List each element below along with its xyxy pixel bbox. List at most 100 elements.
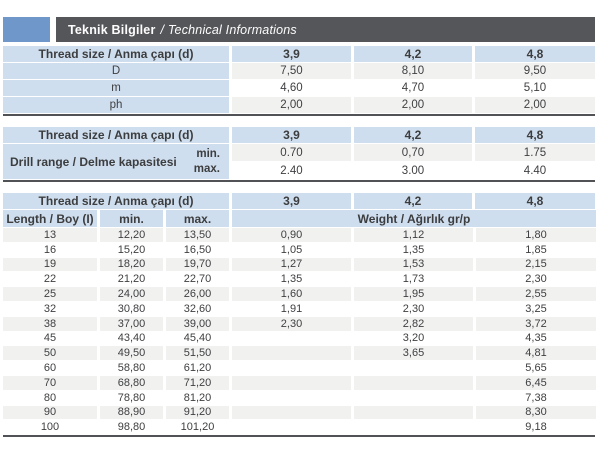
weight-4-2-cell: 3,65 bbox=[354, 346, 473, 361]
table-row: ph 2,00 2,00 2,00 bbox=[3, 97, 595, 113]
thread-size-header-row: Thread size / Anma çapı (d) 3,9 4,2 4,8 bbox=[3, 127, 595, 143]
weight-4-8-cell: 2,30 bbox=[525, 273, 547, 286]
weight-4-2-cell bbox=[354, 361, 473, 375]
min-cell: 49,50 bbox=[100, 346, 163, 361]
weight-3-9-cell: 1,35 bbox=[280, 273, 303, 286]
size-4-8-header: 4,8 bbox=[475, 127, 595, 143]
thread-size-header-row: Thread size / Anma çapı (d) 3,9 4,2 4,8 bbox=[3, 193, 595, 209]
length-weight-header-row: Length / Boy (I) min. max. Weight / Ağır… bbox=[3, 210, 596, 227]
table-row: 19 18,20 19,70 1,27 1,53 2,15 bbox=[3, 257, 596, 272]
min-cell: 88,90 bbox=[100, 405, 163, 420]
weight-4-2-cell: 2,30 bbox=[402, 302, 425, 315]
weight-3-9-cell: 1,60 bbox=[232, 287, 351, 301]
length-cell: 25 bbox=[3, 287, 97, 301]
min-cell: 21,20 bbox=[117, 273, 146, 286]
table-row: 25 24,00 26,00 1,60 1,95 2,55 bbox=[3, 287, 596, 301]
drill-range-body: Drill range / Delme kapasitesi min. max.… bbox=[3, 144, 595, 179]
min-cell: 15,20 bbox=[117, 243, 146, 256]
weight-4-2-cell: 2,82 bbox=[354, 316, 473, 331]
min-cell: 98,80 bbox=[117, 421, 146, 434]
row-label: m bbox=[3, 80, 229, 96]
value-4-2: 4,70 bbox=[401, 82, 425, 94]
thread-size-header: Thread size / Anma çapı (d) bbox=[3, 46, 229, 62]
length-cell: 100 bbox=[40, 421, 60, 434]
weight-4-2-cell: 1,35 bbox=[402, 243, 425, 256]
drill-range-label: Drill range / Delme kapasitesi bbox=[10, 154, 177, 169]
size-4-2-header: 4,2 bbox=[354, 46, 472, 62]
table-row: 38 37,00 39,00 2,30 2,82 3,72 bbox=[3, 316, 596, 331]
min-cell: 78,80 bbox=[117, 391, 146, 404]
accent-block bbox=[3, 17, 50, 42]
weight-4-8-cell: 4,35 bbox=[525, 332, 547, 345]
row-label: ph bbox=[3, 97, 229, 113]
size-3-9-header: 3,9 bbox=[232, 127, 351, 143]
drill-range-table: Thread size / Anma çapı (d) 3,9 4,2 4,8 … bbox=[3, 127, 595, 182]
max-label: max. bbox=[193, 162, 220, 175]
value-3-9: 4,60 bbox=[280, 82, 303, 94]
size-4-2-header: 4,2 bbox=[354, 193, 472, 209]
min-cell: 24,00 bbox=[100, 287, 163, 301]
table-row: 22 21,20 22,70 1,35 1,73 2,30 bbox=[3, 272, 595, 286]
weight-4-8-cell: 3,25 bbox=[525, 302, 547, 315]
max-cell: 51,50 bbox=[166, 346, 229, 361]
max-cell: 71,20 bbox=[166, 375, 229, 390]
max-cell: 16,50 bbox=[183, 243, 212, 256]
weight-4-8-cell: 1,85 bbox=[525, 243, 547, 256]
weight-4-8-cell: 7,38 bbox=[525, 391, 547, 404]
drill-min-3-9: 0.70 bbox=[232, 144, 351, 161]
drill-max-4-2: 3.00 bbox=[401, 164, 425, 177]
weight-3-9-cell bbox=[232, 391, 351, 405]
table-row: 100 98,80 101,20 9,18 bbox=[3, 420, 595, 434]
size-3-9-header: 3,9 bbox=[232, 193, 351, 209]
weight-4-8-cell: 2,55 bbox=[476, 287, 596, 301]
table-row: 90 88,90 91,20 8,30 bbox=[3, 405, 596, 420]
length-cell: 50 bbox=[3, 346, 97, 361]
table-row: 16 15,20 16,50 1,05 1,35 1,85 bbox=[3, 243, 595, 257]
min-cell: 37,00 bbox=[100, 316, 163, 331]
min-label: min. bbox=[196, 148, 220, 161]
min-cell: 12,20 bbox=[100, 228, 163, 242]
table-divider bbox=[3, 435, 595, 438]
max-cell: 45,40 bbox=[183, 332, 212, 345]
table-row: D 7,50 8,10 9,50 bbox=[3, 63, 595, 79]
weight-4-2-cell: 1,95 bbox=[354, 287, 473, 301]
table-row: 13 12,20 13,50 0,90 1,12 1,80 bbox=[3, 228, 596, 242]
thread-size-table-body: D 7,50 8,10 9,50 m 4,60 4,70 5,10 ph 2,0… bbox=[3, 63, 595, 113]
weight-4-8-cell: 2,15 bbox=[476, 257, 596, 272]
table-row: m 4,60 4,70 5,10 bbox=[3, 80, 595, 96]
min-cell: 43,40 bbox=[117, 332, 146, 345]
length-cell: 45 bbox=[43, 332, 57, 345]
value-4-8: 2,00 bbox=[475, 97, 595, 113]
thread-size-table: Thread size / Anma çapı (d) 3,9 4,2 4,8 … bbox=[3, 46, 595, 116]
min-header: min. bbox=[100, 210, 163, 227]
weight-4-8-cell: 3,72 bbox=[476, 316, 596, 331]
length-cell: 13 bbox=[3, 228, 97, 242]
drill-min-4-8: 1.75 bbox=[475, 144, 595, 161]
length-cell: 32 bbox=[43, 302, 57, 315]
max-cell: 19,70 bbox=[166, 257, 229, 272]
table-divider bbox=[3, 180, 595, 182]
max-cell: 61,20 bbox=[183, 362, 212, 375]
value-4-8: 5,10 bbox=[523, 82, 547, 94]
max-cell: 22,70 bbox=[183, 273, 212, 286]
value-3-9: 7,50 bbox=[232, 63, 351, 79]
thread-size-header: Thread size / Anma çapı (d) bbox=[3, 193, 229, 209]
weight-4-8-cell: 5,65 bbox=[525, 362, 547, 375]
weight-3-9-cell bbox=[232, 346, 351, 361]
size-4-8-header: 4,8 bbox=[475, 193, 595, 209]
weight-4-2-cell: 1,53 bbox=[354, 257, 473, 272]
weight-4-2-cell: 1,73 bbox=[402, 273, 425, 286]
table-row: 50 49,50 51,50 3,65 4,81 bbox=[3, 346, 596, 361]
title-bar: Teknik Bilgiler / Technical Informations bbox=[3, 17, 595, 42]
size-3-9-header: 3,9 bbox=[232, 46, 351, 62]
weight-3-9-cell: 2,30 bbox=[232, 316, 351, 331]
max-cell: 81,20 bbox=[183, 391, 212, 404]
min-cell: 18,20 bbox=[100, 257, 163, 272]
min-cell: 58,80 bbox=[117, 362, 146, 375]
weight-4-8-cell: 1,80 bbox=[476, 228, 596, 242]
length-cell: 19 bbox=[3, 257, 97, 272]
length-cell: 16 bbox=[43, 243, 57, 256]
min-max-labels: min. max. bbox=[194, 147, 220, 176]
weight-header: Weight / Ağırlık gr/p bbox=[232, 210, 596, 227]
weight-4-2-cell: 1,12 bbox=[354, 228, 473, 242]
